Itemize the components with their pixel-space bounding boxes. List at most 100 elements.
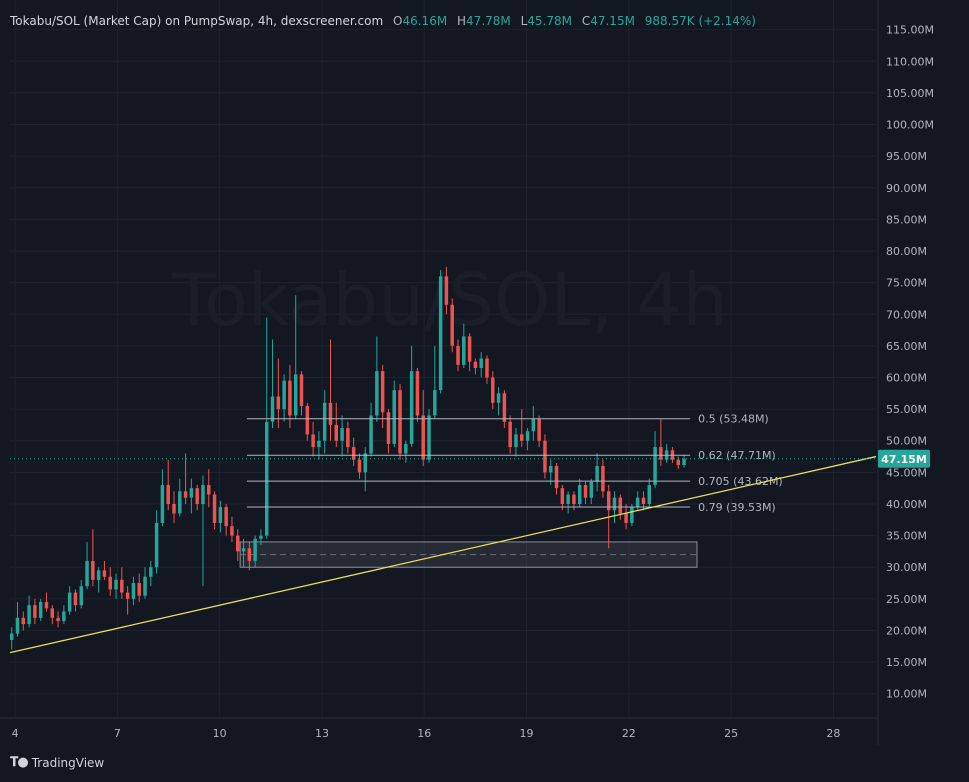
candle-body <box>375 371 379 416</box>
candle-body <box>230 526 234 536</box>
candle-body <box>566 494 570 504</box>
x-tick-label: 7 <box>114 727 121 740</box>
candle-body <box>450 304 454 346</box>
candle-body <box>433 390 437 416</box>
candle-body <box>520 434 524 441</box>
fib-level-label: 0.5 (53.48M) <box>698 413 769 426</box>
candle-body <box>572 494 576 504</box>
candle-down <box>311 421 315 457</box>
candle-body <box>543 440 547 473</box>
candle-down <box>346 421 350 454</box>
x-tick-label: 13 <box>315 727 329 740</box>
candle-down <box>224 503 228 536</box>
high-value: 47.78M <box>466 14 511 28</box>
candle-body <box>485 358 489 378</box>
candle-down <box>21 611 26 631</box>
candle-down <box>380 364 385 429</box>
candle-down <box>288 364 292 429</box>
candle-up <box>160 469 165 527</box>
candle-down <box>137 573 141 603</box>
low-label: L <box>520 14 528 28</box>
candle-body <box>456 345 460 365</box>
candle-body <box>91 560 95 580</box>
last-price-badge <box>878 449 930 468</box>
candle-up <box>531 405 536 441</box>
candle-body <box>415 371 420 416</box>
y-tick-label: 20.00M <box>886 624 927 637</box>
candle-down <box>415 368 420 422</box>
candle-up <box>375 336 379 422</box>
candle-down <box>601 459 605 498</box>
candle-down <box>554 462 559 495</box>
candle-body <box>27 605 31 625</box>
candle-body <box>322 402 327 441</box>
candle-body <box>560 488 565 504</box>
candle-body <box>467 336 472 362</box>
candle-down <box>537 415 541 448</box>
y-tick-label: 85.00M <box>886 213 927 226</box>
candle-down <box>120 567 124 599</box>
support-zone[interactable] <box>239 541 698 568</box>
candle-up <box>577 478 582 508</box>
candle-down <box>236 529 240 561</box>
candle-down <box>183 453 188 504</box>
candle-up <box>96 567 101 593</box>
trendline-layer[interactable] <box>9 455 877 654</box>
candle-body <box>438 276 443 391</box>
change-value: 988.57K (+2.14%) <box>644 14 756 28</box>
open-label: O <box>393 14 403 28</box>
candle-body <box>73 592 78 606</box>
candle-down <box>357 453 362 479</box>
candle-down <box>502 390 507 429</box>
low-value: 45.78M <box>527 14 572 28</box>
candle-body <box>653 447 657 486</box>
candle-body <box>404 443 408 454</box>
grid-layer <box>10 0 876 718</box>
candle-up <box>369 402 373 457</box>
candle-body <box>236 535 240 552</box>
candle-up <box>647 478 652 508</box>
candle-body <box>108 576 112 590</box>
y-tick-label: 30.00M <box>886 561 927 574</box>
candle-body <box>114 579 118 590</box>
fib-retracement[interactable]: 0.5 (53.48M) 0.62 (47.71M) 0.705 (43.62M) 0… <box>246 413 783 514</box>
trendline[interactable] <box>9 455 877 654</box>
candle-body <box>143 576 147 596</box>
candle-body <box>421 415 425 460</box>
candle-up <box>253 535 257 568</box>
candle-body <box>212 494 217 523</box>
candle-up <box>38 598 43 621</box>
candle-body <box>154 522 159 568</box>
candle-body <box>612 497 617 511</box>
candle-body <box>15 617 20 634</box>
candle-body <box>241 548 246 552</box>
candle-body <box>166 485 170 504</box>
candle-down <box>108 567 112 596</box>
candle-body <box>299 374 304 406</box>
candle-body <box>131 583 136 599</box>
candle-body <box>386 412 391 444</box>
candle-up <box>566 491 570 514</box>
tradingview-logo[interactable]: 𝐓● TradingView <box>10 755 104 770</box>
candle-body <box>380 371 385 413</box>
candle-body <box>409 371 414 444</box>
candle-body <box>183 491 188 498</box>
candle-up <box>9 627 14 650</box>
symbol-title[interactable]: Tokabu/SOL (Market Cap) on PumpSwap, 4h,… <box>10 14 384 28</box>
candle-body <box>120 579 124 593</box>
candle-up <box>62 605 66 625</box>
candle-body <box>369 415 373 454</box>
candle-up <box>479 352 483 378</box>
candle-up <box>114 573 118 599</box>
support-zone-rect[interactable] <box>239 541 698 568</box>
candle-body <box>270 396 275 422</box>
candle-up <box>178 478 182 517</box>
y-tick-label: 15.00M <box>886 656 927 669</box>
candle-body <box>178 491 182 514</box>
candle-up <box>131 576 136 606</box>
candle-up <box>462 323 466 369</box>
candle-body <box>554 466 559 489</box>
candle-body <box>96 570 101 580</box>
